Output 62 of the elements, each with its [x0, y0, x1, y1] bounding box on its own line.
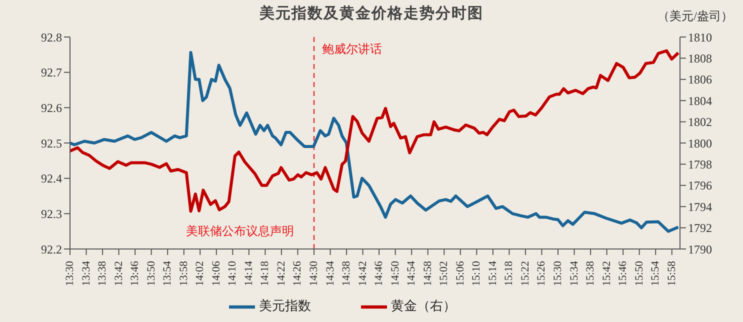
x-tick-label: 14:38	[340, 260, 353, 286]
x-tick-label: 15:26	[536, 260, 548, 286]
x-tick-label: 13:58	[178, 260, 190, 286]
x-tick-label: 14:50	[389, 260, 402, 286]
y2-axis-title: （美元/盎司）	[658, 8, 733, 25]
legend-label: 黄金（右）	[391, 298, 456, 313]
x-tick-label: 14:22	[275, 261, 288, 286]
x-tick-label: 15:54	[650, 260, 662, 286]
x-tick-label: 13:42	[112, 261, 125, 286]
x-tick-label: 15:22	[519, 261, 532, 286]
y2-tick-label: 1802	[688, 115, 712, 130]
y2-tick-label: 1806	[688, 72, 712, 87]
y2-tick-label: 1808	[688, 51, 712, 66]
x-tick-label: 14:42	[356, 261, 369, 286]
y2-tick-label: 1790	[688, 242, 712, 256]
x-tick-label: 15:42	[600, 261, 613, 286]
x-tick-label: 15:38	[584, 260, 597, 286]
y-tick-label: 92.5	[41, 136, 62, 150]
chart-title: 美元指数及黄金价格走势分时图	[260, 6, 484, 22]
y2-tick-label: 1796	[688, 178, 712, 193]
x-tick-label: 14:14	[242, 260, 255, 286]
x-tick-label: 15:30	[552, 260, 564, 286]
x-tick-label: 14:30	[308, 260, 320, 286]
x-tick-label: 15:02	[438, 261, 450, 286]
x-tick-label: 15:58	[666, 260, 678, 286]
y2-tick-label: 1794	[688, 200, 712, 214]
x-tick-label: 13:30	[64, 260, 76, 286]
x-tick-label: 15:46	[617, 260, 630, 286]
x-tick-label: 15:06	[454, 260, 466, 286]
x-tick-label: 14:18	[259, 260, 272, 286]
x-tick-label: 13:38	[96, 260, 109, 286]
x-tick-label: 13:46	[129, 260, 142, 286]
y2-tick-label: 1810	[688, 30, 712, 44]
legend-label: 美元指数	[259, 298, 311, 313]
x-tick-label: 15:14	[486, 260, 499, 286]
annotation: 美联储公布议息声明	[186, 223, 294, 240]
y2-tick-label: 1798	[688, 157, 712, 172]
y-tick-label: 92.7	[41, 66, 62, 80]
x-tick-label: 13:34	[80, 260, 92, 286]
x-tick-label: 13:50	[145, 260, 158, 286]
x-tick-label: 14:02	[194, 261, 206, 286]
x-tick-label: 14:34	[324, 260, 336, 286]
x-tick-label: 15:50	[633, 260, 646, 286]
y-tick-label: 92.8	[41, 30, 62, 44]
y-tick-label: 92.6	[41, 100, 62, 115]
x-tick-label: 14:58	[422, 260, 434, 286]
y2-tick-label: 1800	[688, 136, 712, 150]
y2-tick-label: 1792	[688, 221, 712, 236]
x-tick-label: 14:10	[226, 260, 239, 286]
x-tick-label: 15:34	[568, 260, 580, 286]
x-tick-label: 15:10	[470, 260, 483, 286]
y2-tick-label: 1804	[688, 94, 712, 108]
x-tick-label: 14:54	[406, 260, 418, 286]
y-tick-label: 92.3	[41, 206, 62, 221]
y-tick-label: 92.4	[41, 172, 62, 186]
annotation: 鲍威尔讲话	[322, 41, 382, 58]
x-tick-label: 15:18	[503, 260, 516, 286]
y-tick-label: 92.2	[41, 242, 62, 256]
x-tick-label: 14:06	[210, 260, 222, 286]
x-tick-label: 14:46	[373, 260, 386, 286]
x-tick-label: 14:26	[292, 260, 304, 286]
x-tick-label: 13:54	[162, 260, 174, 286]
